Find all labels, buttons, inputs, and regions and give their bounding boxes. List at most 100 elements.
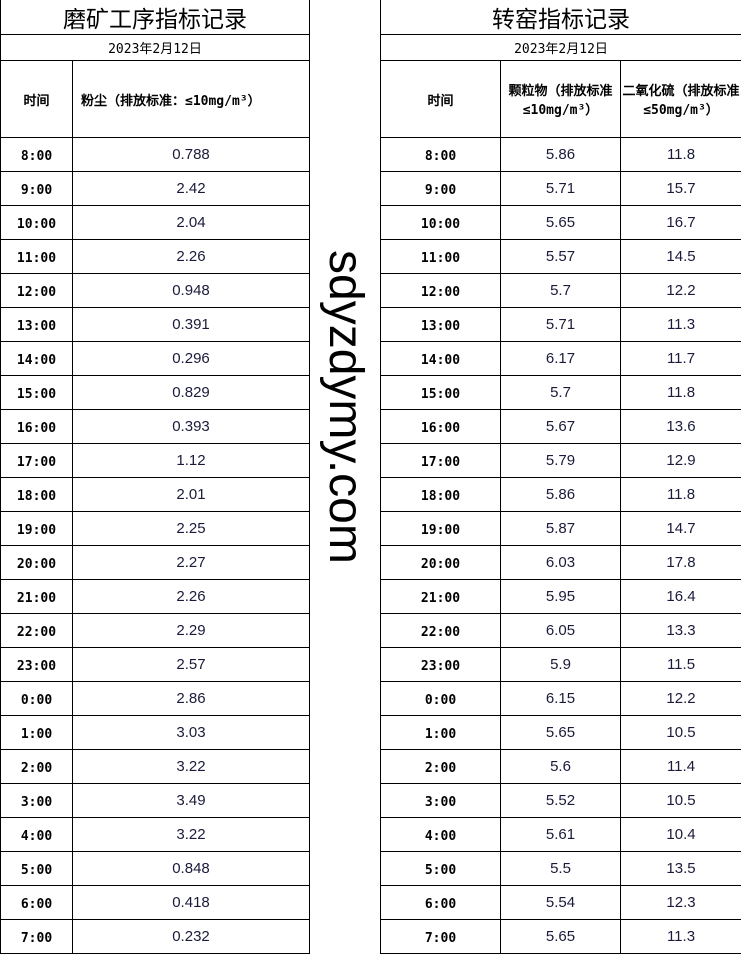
value-cell: 0.391 [73,308,310,342]
time-cell: 9:00 [1,172,73,206]
time-cell: 17:00 [381,444,501,478]
time-cell: 23:00 [1,648,73,682]
value-cell: 11.8 [621,138,741,172]
time-cell: 21:00 [1,580,73,614]
time-cell: 5:00 [381,852,501,886]
value-cell: 2.26 [73,580,310,614]
time-cell: 15:00 [1,376,73,410]
value-cell: 5.71 [501,172,621,206]
value-cell: 5.57 [501,240,621,274]
time-cell: 4:00 [1,818,73,852]
value-cell: 16.4 [621,580,741,614]
value-cell: 5.86 [501,138,621,172]
time-cell: 10:00 [381,206,501,240]
value-cell: 5.65 [501,206,621,240]
value-cell: 5.65 [501,920,621,954]
value-cell: 6.03 [501,546,621,580]
value-cell: 0.418 [73,886,310,920]
value-cell: 2.25 [73,512,310,546]
time-cell: 10:00 [1,206,73,240]
time-cell: 16:00 [381,410,501,444]
value-cell: 12.2 [621,682,741,716]
value-cell: 2.86 [73,682,310,716]
value-cell: 16.7 [621,206,741,240]
time-cell: 3:00 [1,784,73,818]
value-cell: 5.95 [501,580,621,614]
value-cell: 10.4 [621,818,741,852]
time-cell: 18:00 [1,478,73,512]
value-cell: 0.829 [73,376,310,410]
time-cell: 13:00 [1,308,73,342]
right-date: 2023年2月12日 [381,35,741,61]
value-cell: 5.7 [501,274,621,308]
value-cell: 11.5 [621,648,741,682]
value-cell: 11.3 [621,308,741,342]
value-cell: 12.9 [621,444,741,478]
right-col-so2: 二氧化硫（排放标准≤50mg/m³） [621,61,741,138]
value-cell: 5.87 [501,512,621,546]
value-cell: 5.71 [501,308,621,342]
value-cell: 5.61 [501,818,621,852]
value-cell: 17.8 [621,546,741,580]
value-cell: 5.9 [501,648,621,682]
left-col-time: 时间 [1,61,73,138]
value-cell: 5.86 [501,478,621,512]
time-cell: 13:00 [381,308,501,342]
value-cell: 2.42 [73,172,310,206]
left-col-dust: 粉尘（排放标准：≤10mg/m³） [73,61,310,138]
time-cell: 16:00 [1,410,73,444]
value-cell: 5.54 [501,886,621,920]
time-cell: 15:00 [381,376,501,410]
value-cell: 2.29 [73,614,310,648]
time-cell: 21:00 [381,580,501,614]
value-cell: 5.52 [501,784,621,818]
time-cell: 12:00 [1,274,73,308]
time-cell: 0:00 [1,682,73,716]
time-cell: 23:00 [381,648,501,682]
time-cell: 19:00 [1,512,73,546]
time-cell: 2:00 [1,750,73,784]
value-cell: 0.948 [73,274,310,308]
value-cell: 5.65 [501,716,621,750]
time-cell: 22:00 [1,614,73,648]
time-cell: 20:00 [1,546,73,580]
left-date: 2023年2月12日 [1,35,310,61]
value-cell: 5.67 [501,410,621,444]
value-cell: 10.5 [621,716,741,750]
time-cell: 3:00 [381,784,501,818]
time-cell: 1:00 [1,716,73,750]
time-cell: 11:00 [1,240,73,274]
time-cell: 4:00 [381,818,501,852]
value-cell: 2.27 [73,546,310,580]
time-cell: 9:00 [381,172,501,206]
